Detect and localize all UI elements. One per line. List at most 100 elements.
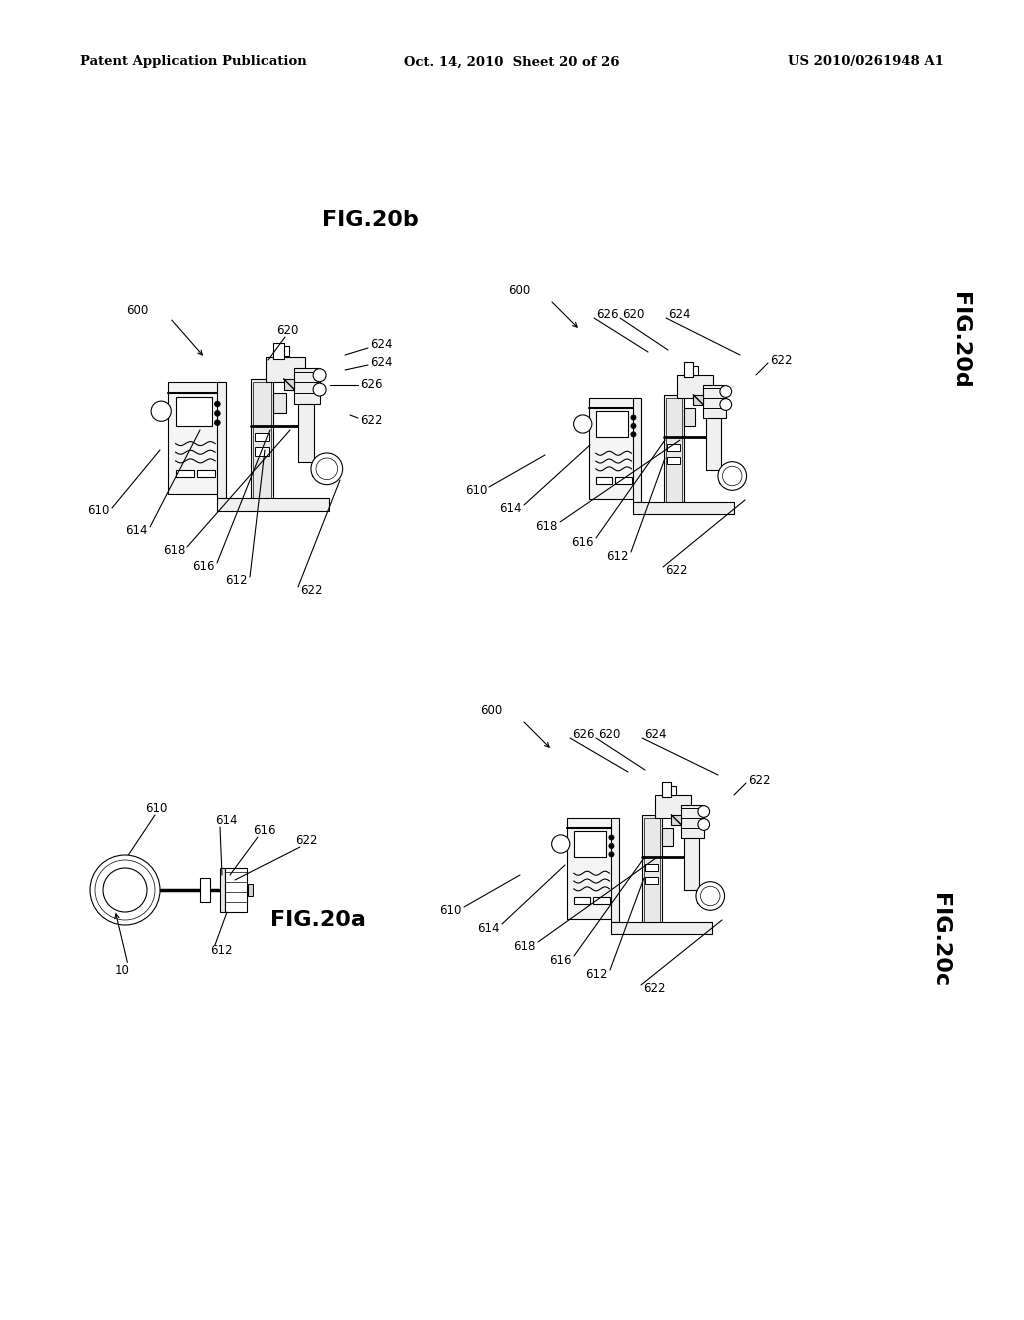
Bar <box>611 921 713 933</box>
Bar <box>168 383 222 494</box>
Bar <box>272 393 286 413</box>
Text: 612: 612 <box>225 573 248 586</box>
Bar <box>217 498 329 511</box>
Circle shape <box>103 869 147 912</box>
Circle shape <box>311 453 343 484</box>
Text: 620: 620 <box>622 309 644 322</box>
Text: US 2010/0261948 A1: US 2010/0261948 A1 <box>788 55 944 69</box>
Bar <box>567 818 616 919</box>
Text: 616: 616 <box>571 536 594 549</box>
Text: 10: 10 <box>115 964 130 977</box>
Text: 624: 624 <box>370 338 392 351</box>
Bar <box>666 399 682 502</box>
Circle shape <box>552 836 569 853</box>
Text: 622: 622 <box>770 354 793 367</box>
Bar <box>596 411 629 437</box>
Text: 626: 626 <box>360 379 383 392</box>
Text: 610: 610 <box>145 801 167 814</box>
Bar <box>644 818 659 921</box>
Bar <box>707 411 721 470</box>
Circle shape <box>720 385 731 397</box>
Bar <box>664 395 683 506</box>
Circle shape <box>90 855 160 925</box>
Bar <box>255 447 269 455</box>
Circle shape <box>214 411 220 416</box>
Bar <box>655 795 691 818</box>
Circle shape <box>631 424 636 429</box>
Circle shape <box>720 399 731 411</box>
Text: 618: 618 <box>514 940 536 953</box>
Circle shape <box>313 368 326 381</box>
Text: 618: 618 <box>536 520 558 532</box>
Text: 616: 616 <box>193 560 215 573</box>
Bar <box>697 890 711 903</box>
Text: Oct. 14, 2010  Sheet 20 of 26: Oct. 14, 2010 Sheet 20 of 26 <box>404 55 620 69</box>
Text: 600: 600 <box>508 284 530 297</box>
Bar <box>295 368 319 404</box>
Text: Patent Application Publication: Patent Application Publication <box>80 55 307 69</box>
Bar <box>284 379 295 389</box>
Bar <box>175 397 212 425</box>
Circle shape <box>609 836 614 840</box>
Text: FIG.20b: FIG.20b <box>322 210 419 230</box>
Circle shape <box>214 420 220 425</box>
Circle shape <box>152 401 171 421</box>
Bar <box>217 383 226 498</box>
Text: FIG.20c: FIG.20c <box>930 892 950 987</box>
Circle shape <box>214 401 220 407</box>
Text: 612: 612 <box>606 549 629 562</box>
Text: 612: 612 <box>586 968 608 981</box>
Bar <box>272 343 284 359</box>
Bar <box>677 375 713 399</box>
Bar <box>693 395 703 404</box>
Bar <box>253 383 270 498</box>
Text: 612: 612 <box>210 944 232 957</box>
Text: 622: 622 <box>748 774 770 787</box>
Bar <box>573 898 590 904</box>
Text: 622: 622 <box>360 413 383 426</box>
Bar <box>265 358 305 383</box>
Bar <box>668 444 680 451</box>
Text: 616: 616 <box>253 824 275 837</box>
Bar <box>589 399 638 499</box>
Bar <box>596 478 612 484</box>
Text: 622: 622 <box>643 982 666 994</box>
Text: 614: 614 <box>215 813 238 826</box>
Circle shape <box>316 458 338 479</box>
Circle shape <box>700 886 720 906</box>
Circle shape <box>698 805 710 817</box>
Text: 622: 622 <box>300 583 323 597</box>
Text: 626: 626 <box>596 309 618 322</box>
Bar <box>642 814 662 925</box>
Bar <box>683 362 693 376</box>
Bar <box>672 785 677 795</box>
Text: 614: 614 <box>126 524 148 536</box>
Bar <box>662 783 672 796</box>
Circle shape <box>631 432 636 437</box>
Bar <box>668 457 680 465</box>
Bar <box>225 869 247 912</box>
Bar <box>573 832 606 857</box>
Text: 614: 614 <box>500 502 522 515</box>
Bar <box>611 818 620 921</box>
Circle shape <box>698 818 710 830</box>
Bar <box>220 869 225 912</box>
Text: 624: 624 <box>644 729 667 742</box>
Bar <box>672 814 681 825</box>
Bar <box>684 832 698 890</box>
Bar <box>703 385 726 417</box>
Bar <box>255 433 269 441</box>
Bar <box>298 397 313 462</box>
Bar <box>662 828 673 846</box>
Text: 610: 610 <box>439 903 462 916</box>
Text: 618: 618 <box>163 544 185 557</box>
Text: 610: 610 <box>465 483 487 496</box>
Bar <box>200 878 210 902</box>
Text: 622: 622 <box>665 564 687 577</box>
Text: FIG.20a: FIG.20a <box>270 909 366 931</box>
Bar <box>593 898 609 904</box>
Text: 614: 614 <box>477 921 500 935</box>
Bar <box>284 346 290 356</box>
Bar <box>634 502 734 513</box>
Bar <box>645 863 658 871</box>
